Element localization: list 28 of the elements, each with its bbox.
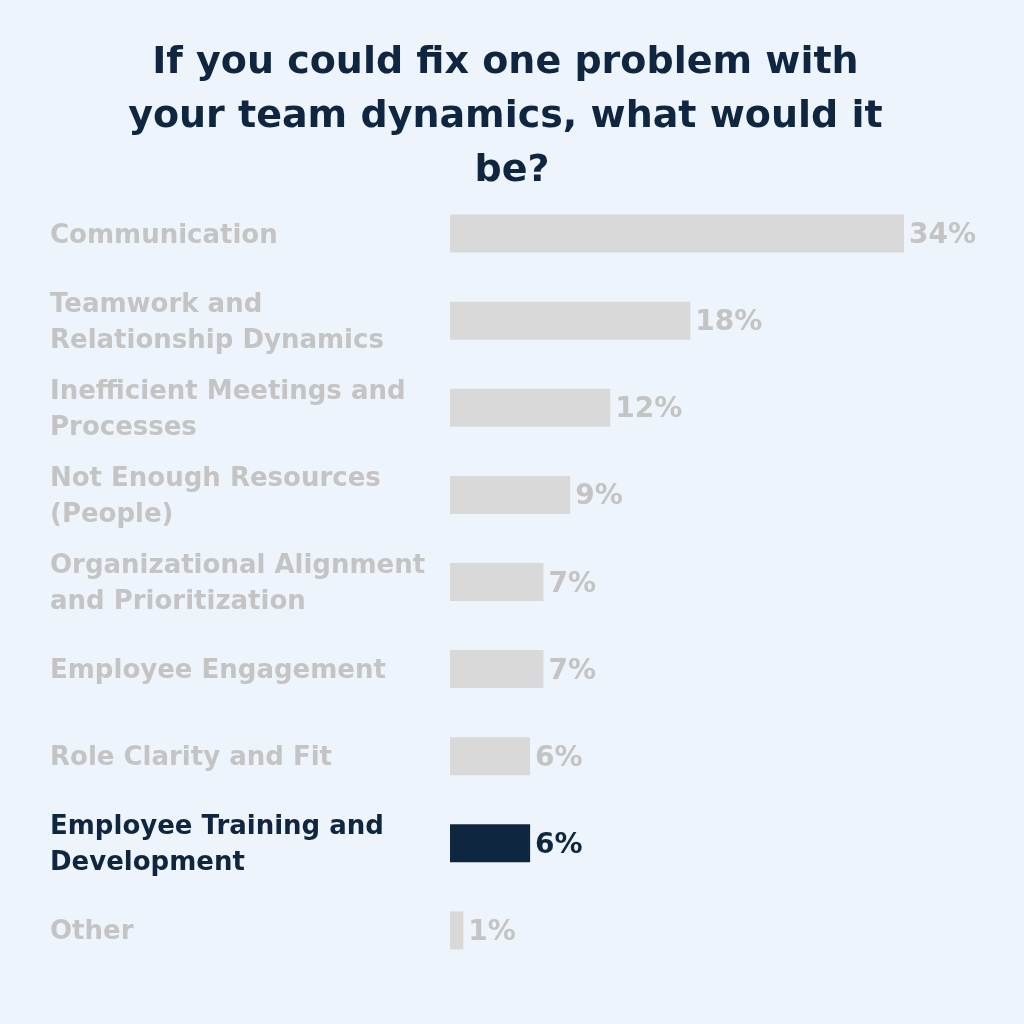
- bar: [450, 214, 904, 253]
- bar: [450, 388, 611, 427]
- bar: [450, 737, 531, 776]
- y-tick-label: Employee Training and Development: [50, 810, 393, 877]
- bar: [450, 301, 691, 340]
- y-tick-label: Teamwork and Relationship Dynamics: [50, 287, 384, 354]
- data-label: 1%: [468, 913, 516, 947]
- data-label: 9%: [575, 478, 623, 512]
- bar: [450, 911, 464, 950]
- chart-title: If you could fix one problem with your team dynamics, what would it be?: [128, 38, 896, 190]
- bar: [450, 475, 571, 514]
- data-label: 18%: [695, 304, 763, 338]
- y-tick-label: Not Enough Resources (People): [50, 461, 390, 528]
- y-tick-label: Employee Engagement: [50, 654, 386, 685]
- y-tick-label: Role Clarity and Fit: [50, 741, 333, 772]
- bar: [450, 824, 531, 863]
- y-tick-label: Other: [50, 915, 134, 946]
- data-label: 12%: [615, 391, 683, 425]
- y-tick-label: Inefficient Meetings and Processes: [50, 374, 415, 441]
- data-label: 6%: [535, 826, 583, 860]
- data-label: 7%: [548, 565, 597, 599]
- y-tick-label: Organizational Alignment and Prioritization: [50, 549, 435, 615]
- data-label: 34%: [909, 217, 977, 251]
- data-label: 7%: [548, 652, 597, 686]
- bar: [450, 650, 544, 689]
- y-tick-label: Communication: [50, 218, 278, 249]
- bar: [450, 563, 544, 601]
- data-label: 6%: [535, 739, 583, 773]
